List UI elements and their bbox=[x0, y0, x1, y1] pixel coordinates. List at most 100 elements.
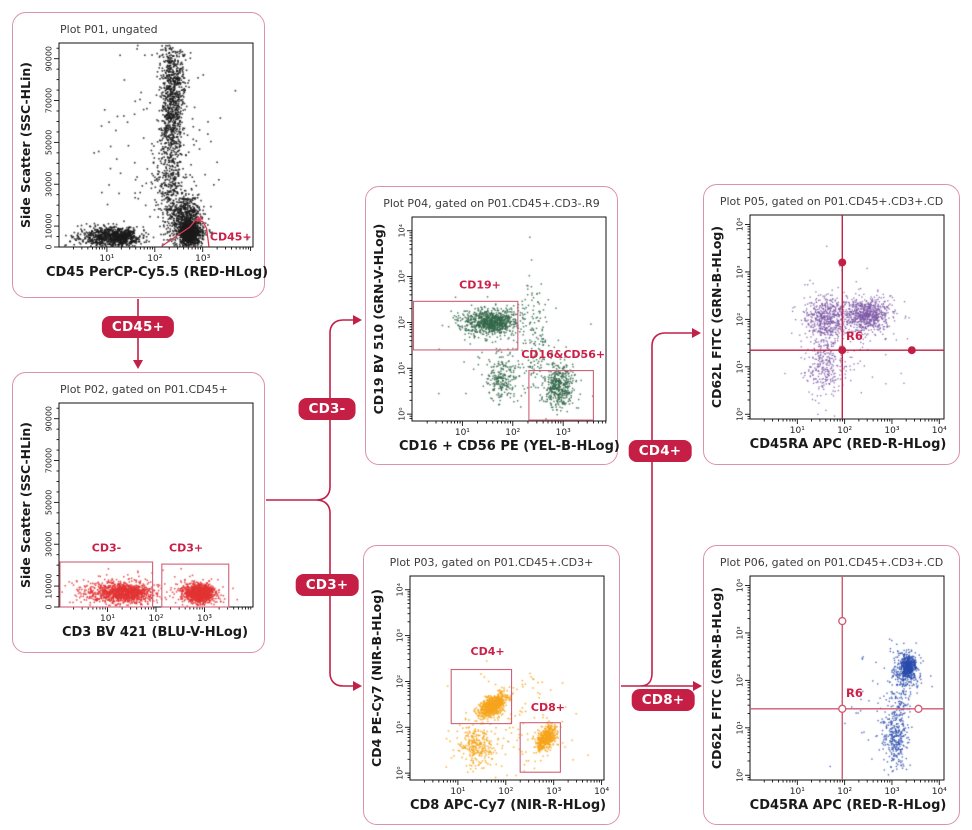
svg-text:10²: 10² bbox=[837, 426, 852, 436]
badge-cd3-positive: CD3+ bbox=[295, 574, 359, 596]
svg-text:10³: 10³ bbox=[736, 265, 745, 278]
x-axis-label: CD45 PerCP-Cy5.5 (RED-HLog) bbox=[46, 265, 269, 280]
svg-text:30000: 30000 bbox=[45, 172, 54, 197]
svg-text:CD8+: CD8+ bbox=[531, 701, 565, 714]
svg-text:CD19+: CD19+ bbox=[459, 279, 501, 292]
svg-text:30000: 30000 bbox=[45, 532, 54, 557]
svg-text:10¹: 10¹ bbox=[398, 362, 407, 375]
scatter-dots-canvas bbox=[13, 373, 264, 652]
svg-text:CD3-: CD3- bbox=[92, 542, 121, 555]
arrow-cd3pos-head bbox=[353, 681, 362, 691]
svg-text:10⁴: 10⁴ bbox=[594, 787, 609, 797]
svg-text:CD4+: CD4+ bbox=[471, 645, 505, 658]
svg-text:10⁴: 10⁴ bbox=[398, 224, 407, 237]
plot-title: Plot P06, gated on P01.CD45+.CD3+.CD bbox=[719, 556, 944, 569]
scatter-dots-canvas bbox=[704, 185, 959, 464]
svg-text:0: 0 bbox=[45, 604, 54, 609]
arrow-cd45-head bbox=[133, 360, 143, 369]
svg-text:10¹: 10¹ bbox=[790, 426, 805, 436]
svg-text:CD16&CD56+: CD16&CD56+ bbox=[521, 348, 605, 361]
arrow-cd4-head bbox=[692, 328, 701, 338]
svg-text:10¹: 10¹ bbox=[100, 614, 115, 624]
plot-panel-p02: 10¹ 10² 10³ 0 10000 30000 50000 70000 90000 CD3- C… bbox=[12, 372, 265, 653]
svg-text:10²: 10² bbox=[736, 674, 745, 687]
plot-axes-overlay: 10¹ 10² 10³ 0 10000 30000 50000 70000 90000 CD45+ bbox=[45, 42, 254, 264]
svg-text:10²: 10² bbox=[505, 428, 520, 438]
plot-panel-p05: 10¹ 10² 10³ 10⁴ 10⁰ 10¹ 10² 10³ 10⁴ R6 Plot P05, … bbox=[703, 184, 960, 465]
y-axis-label: CD4 PE-Cy7 (NIR-B-HLog) bbox=[369, 589, 384, 767]
badge-cd8-positive: CD8+ bbox=[631, 689, 695, 711]
svg-text:10²: 10² bbox=[498, 787, 513, 797]
svg-text:10²: 10² bbox=[736, 313, 745, 326]
svg-text:10³: 10³ bbox=[884, 787, 899, 797]
arrow-cd8-head bbox=[693, 681, 702, 691]
x-axis-label: CD45RA APC (RED-R-HLog) bbox=[749, 437, 947, 452]
svg-text:10⁰: 10⁰ bbox=[398, 407, 407, 420]
scatter-dots-canvas bbox=[366, 187, 617, 464]
svg-text:10⁴: 10⁴ bbox=[932, 426, 947, 436]
svg-text:10000: 10000 bbox=[45, 213, 54, 238]
svg-text:10⁰: 10⁰ bbox=[736, 769, 745, 782]
svg-text:10⁰: 10⁰ bbox=[396, 766, 405, 779]
scatter-dots-canvas bbox=[364, 546, 619, 824]
svg-text:CD45+: CD45+ bbox=[210, 230, 252, 243]
svg-text:10²: 10² bbox=[147, 254, 162, 264]
y-axis-label: Side Scatter (SSC-HLin) bbox=[18, 422, 33, 588]
svg-text:R6: R6 bbox=[846, 329, 863, 343]
x-axis-label: CD45RA APC (RED-R-HLog) bbox=[749, 798, 947, 813]
branch-cd3-line bbox=[266, 319, 353, 687]
scatter-dots-canvas bbox=[13, 13, 264, 297]
svg-text:50000: 50000 bbox=[45, 130, 54, 155]
plot-panel-p03: 10¹ 10² 10³ 10⁴ 10⁰ 10¹ 10² 10³ 10⁴ CD4+ CD8+ Plot… bbox=[363, 545, 620, 825]
plot-panel-p01: 10¹ 10² 10³ 0 10000 30000 50000 70000 90000 CD45+… bbox=[12, 12, 269, 298]
arrow-cd3neg-head bbox=[353, 315, 362, 325]
svg-text:10²: 10² bbox=[398, 316, 407, 329]
svg-text:10³: 10³ bbox=[884, 426, 899, 436]
svg-text:10²: 10² bbox=[837, 787, 852, 797]
plot-axes-overlay: 10¹ 10² 10³ 10⁴ 10⁰ 10¹ 10² 10³ 10⁴ R6 bbox=[736, 214, 947, 436]
svg-text:10²: 10² bbox=[148, 614, 163, 624]
badge-cd4-positive: CD4+ bbox=[628, 440, 692, 462]
svg-text:50000: 50000 bbox=[45, 490, 54, 515]
svg-text:10¹: 10¹ bbox=[736, 360, 745, 373]
svg-text:90000: 90000 bbox=[45, 46, 54, 71]
svg-text:10⁰: 10⁰ bbox=[736, 408, 745, 421]
svg-text:CD3+: CD3+ bbox=[169, 542, 203, 555]
svg-text:10¹: 10¹ bbox=[455, 428, 470, 438]
plot-axes-overlay: 10¹ 10² 10³ 0 10000 30000 50000 70000 90000 CD3- C… bbox=[45, 402, 254, 624]
svg-text:10⁴: 10⁴ bbox=[736, 579, 745, 592]
svg-text:70000: 70000 bbox=[45, 88, 54, 113]
plot-title: Plot P05, gated on P01.CD45+.CD3+.CD bbox=[719, 195, 944, 208]
svg-text:10¹: 10¹ bbox=[736, 721, 745, 734]
y-axis-label: CD19 BV 510 (GRN-V-HLog) bbox=[371, 223, 386, 415]
svg-text:10³: 10³ bbox=[197, 614, 212, 624]
svg-text:10³: 10³ bbox=[195, 254, 210, 264]
plot-title: Plot P01, ungated bbox=[60, 23, 158, 36]
svg-text:10³: 10³ bbox=[546, 787, 561, 797]
svg-text:10³: 10³ bbox=[396, 629, 405, 642]
plot-axes-overlay: 10¹ 10² 10³ 10⁴ 10⁰ 10¹ 10² 10³ 10⁴ CD4+ CD8+ bbox=[396, 575, 610, 797]
badge-cd45-positive: CD45+ bbox=[101, 316, 175, 338]
svg-text:10¹: 10¹ bbox=[99, 254, 114, 264]
svg-text:10¹: 10¹ bbox=[450, 787, 465, 797]
y-axis-label: CD62L FITC (GRN-B-HLog) bbox=[709, 225, 724, 409]
plot-title: Plot P04, gated on P01.CD45+.CD3-.R9 bbox=[383, 197, 600, 210]
branch-cd4-cd8-line bbox=[621, 332, 693, 687]
y-axis-label: CD62L FITC (GRN-B-HLog) bbox=[709, 586, 724, 770]
plot-axes-overlay: 10¹ 10² 10³ 10⁰ 10¹ 10² 10³ 10⁴ CD19+ CD16&CD56+ bbox=[398, 216, 607, 438]
plot-title: Plot P02, gated on P01.CD45+ bbox=[60, 383, 228, 396]
svg-text:10³: 10³ bbox=[556, 428, 571, 438]
svg-text:R6: R6 bbox=[846, 686, 863, 700]
svg-text:10⁴: 10⁴ bbox=[932, 787, 947, 797]
svg-text:10³: 10³ bbox=[398, 270, 407, 283]
svg-text:10¹: 10¹ bbox=[396, 721, 405, 734]
svg-text:10000: 10000 bbox=[45, 573, 54, 598]
x-axis-label: CD16 + CD56 PE (YEL-B-HLog) bbox=[399, 439, 620, 454]
svg-text:70000: 70000 bbox=[45, 448, 54, 473]
plot-axes-overlay: 10¹ 10² 10³ 10⁴ 10⁰ 10¹ 10² 10³ 10⁴ R6 bbox=[736, 575, 947, 797]
scatter-dots-canvas bbox=[704, 546, 959, 824]
badge-cd3-negative: CD3- bbox=[298, 398, 356, 420]
svg-text:0: 0 bbox=[45, 244, 54, 249]
x-axis-label: CD3 BV 421 (BLU-V-HLog) bbox=[61, 625, 249, 640]
